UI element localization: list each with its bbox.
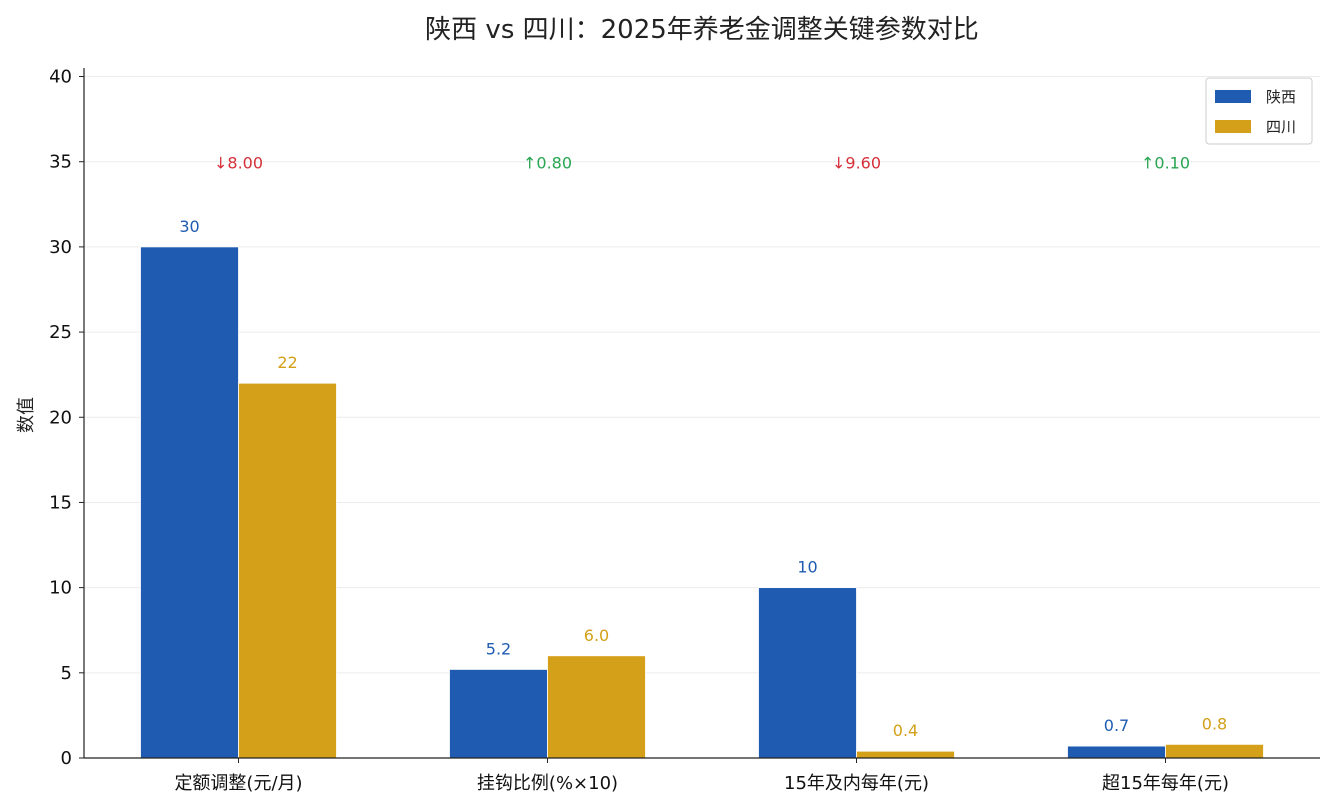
difference-annotation: ↑0.80 [523, 154, 572, 173]
y-tick-label: 30 [49, 237, 72, 258]
difference-annotation: ↑0.10 [1141, 154, 1190, 173]
bar-0-2 [758, 587, 857, 759]
data-label: 0.8 [1202, 714, 1227, 733]
data-label: 30 [179, 217, 199, 236]
chart-title: 陕西 vs 四川：2025年养老金调整关键参数对比 [425, 15, 979, 45]
y-tick-label: 15 [49, 492, 72, 513]
legend-label-1: 四川 [1266, 118, 1296, 136]
bars [140, 246, 1264, 759]
x-tick-label: 超15年每年(元) [1102, 773, 1229, 794]
bar-0-1 [449, 669, 548, 759]
data-label: 22 [277, 353, 297, 372]
difference-annotation: ↓8.00 [214, 154, 263, 173]
bar-1-3 [1165, 743, 1264, 759]
y-axis-label: 数值 [16, 397, 37, 433]
data-labels: 30 22 ↓8.00 5.2 6.0 ↑0.80 10 0.4 ↓9.60 0.7 0.8 ↑0.1… [179, 154, 1227, 741]
x-tick-label: 挂钩比例(%×10) [477, 773, 618, 794]
legend-box [1205, 77, 1313, 145]
y-tick-label: 20 [49, 407, 72, 428]
data-label: 5.2 [486, 639, 511, 658]
data-label: 0.7 [1104, 716, 1129, 735]
x-tick-label: 定额调整(元/月) [174, 773, 302, 794]
y-tick-label: 5 [61, 663, 72, 684]
data-label: 0.4 [893, 721, 918, 740]
y-tick-label: 10 [49, 578, 72, 599]
axes: 0 5 10 15 20 25 30 35 40 定额调整(元/月) 挂钩比例(%×10) 15年及内… [49, 67, 1320, 794]
difference-annotation: ↓9.60 [832, 154, 881, 173]
bar-1-1 [547, 655, 646, 759]
legend-swatch-1 [1215, 120, 1251, 133]
y-tick-label: 0 [61, 748, 72, 769]
data-label: 10 [797, 558, 817, 577]
y-tick-label: 25 [49, 322, 72, 343]
x-tick-label: 15年及内每年(元) [784, 773, 929, 794]
bar-1-0 [238, 382, 337, 759]
data-label: 6.0 [584, 626, 609, 645]
bar-1-2 [856, 750, 955, 759]
legend-swatch-0 [1215, 90, 1251, 103]
legend-label-0: 陕西 [1266, 88, 1296, 106]
y-tick-label: 40 [49, 67, 72, 88]
bar-0-3 [1067, 745, 1166, 759]
y-tick-label: 35 [49, 152, 72, 173]
bar-0-0 [140, 246, 239, 759]
